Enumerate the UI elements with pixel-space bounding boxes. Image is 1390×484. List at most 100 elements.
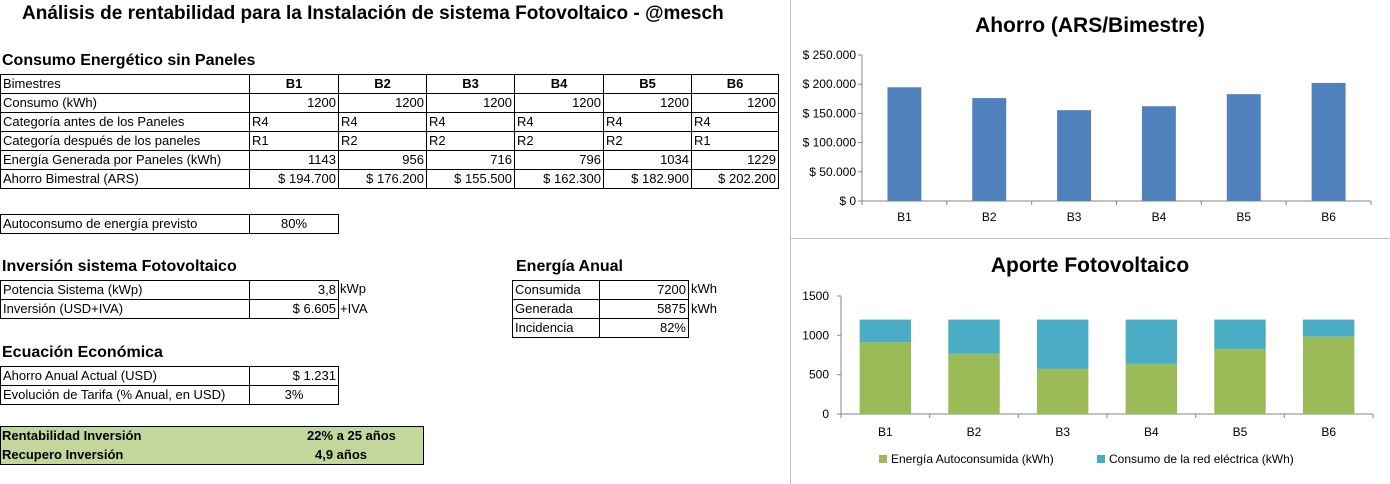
table-cell[interactable]: R4 xyxy=(691,112,779,132)
table-cell[interactable]: 3% xyxy=(249,385,339,405)
x-tick-label: B4 xyxy=(1152,210,1167,224)
bar-b2-series-1[interactable] xyxy=(948,353,1000,414)
column-header[interactable]: B3 xyxy=(426,74,515,94)
table-cell[interactable]: $ 1.231 xyxy=(249,366,339,386)
bar-b1-series-1[interactable] xyxy=(859,342,912,414)
table-cell[interactable]: 796 xyxy=(514,150,604,170)
table-cell[interactable]: 1200 xyxy=(514,93,604,113)
bar-b5[interactable] xyxy=(1226,94,1261,201)
table-cell[interactable]: 1200 xyxy=(249,93,339,113)
y-tick-label: 1500 xyxy=(802,289,829,303)
table-cell[interactable]: 5875 xyxy=(599,299,689,319)
page-title: Análisis de rentabilidad para la Instala… xyxy=(22,3,724,24)
header-label[interactable]: Bimestres xyxy=(0,74,250,94)
table-cell[interactable]: $ 202.200 xyxy=(691,169,779,189)
table-cell[interactable]: 1143 xyxy=(249,150,339,170)
table-cell[interactable]: 1200 xyxy=(691,93,779,113)
table-row: Ahorro Anual Actual (USD) $ 1.231 xyxy=(0,366,339,386)
table-cell[interactable]: R2 xyxy=(603,131,692,151)
bar-b5-series-1[interactable] xyxy=(1214,348,1266,414)
aporte-chart[interactable]: Aporte Fotovoltaico 0 500 1000 1500 B1 B2 B3 B4… xyxy=(791,239,1390,484)
table-cell[interactable]: $ 6.605 xyxy=(249,299,339,319)
table-cell[interactable]: R2 xyxy=(426,131,515,151)
rentabilidad-label[interactable]: Rentabilidad Inversión xyxy=(2,428,142,443)
row-label[interactable]: Potencia Sistema (kWp) xyxy=(0,280,250,300)
table-cell[interactable]: R4 xyxy=(249,112,339,132)
chart-divider xyxy=(791,238,1390,239)
row-label[interactable]: Categoría antes de los Paneles xyxy=(0,112,250,132)
bar-b2-series-2[interactable] xyxy=(948,319,1000,354)
table-cell[interactable]: R4 xyxy=(514,112,604,132)
row-label[interactable]: Generada xyxy=(512,299,600,319)
bar-b3-series-1[interactable] xyxy=(1036,368,1089,414)
table-cell[interactable]: R1 xyxy=(249,131,339,151)
unit-label: kWh xyxy=(691,281,717,296)
table-cell[interactable]: $ 162.300 xyxy=(514,169,604,189)
recupero-label[interactable]: Recupero Inversión xyxy=(2,447,124,462)
bar-b6-series-2[interactable] xyxy=(1302,319,1355,337)
x-tick-label: B2 xyxy=(982,210,997,224)
table-cell[interactable]: $ 182.900 xyxy=(603,169,692,189)
table-cell[interactable]: R4 xyxy=(603,112,692,132)
table-cell[interactable]: R4 xyxy=(426,112,515,132)
table-cell[interactable]: 716 xyxy=(426,150,515,170)
table-row: Inversión (USD+IVA) $ 6.605 xyxy=(0,299,339,319)
bar-b4-series-1[interactable] xyxy=(1125,363,1178,414)
column-header[interactable]: B6 xyxy=(691,74,779,94)
unit-label: kWp xyxy=(340,281,366,296)
bar-b2[interactable] xyxy=(972,98,1007,201)
consumo-heading: Consumo Energético sin Paneles xyxy=(2,52,256,69)
table-row: Consumida 7200 xyxy=(512,280,689,300)
row-label[interactable]: Evolución de Tarifa (% Anual, en USD) xyxy=(0,385,250,405)
row-label[interactable]: Categoría después de los paneles xyxy=(0,131,250,151)
row-label[interactable]: Consumida xyxy=(512,280,600,300)
bar-b1[interactable] xyxy=(887,87,922,201)
bar-b4[interactable] xyxy=(1141,106,1176,201)
row-label[interactable]: Inversión (USD+IVA) xyxy=(0,299,250,319)
recupero-value[interactable]: 4,9 años xyxy=(315,447,368,462)
y-tick-label: 0 xyxy=(822,407,829,421)
bar-b6[interactable] xyxy=(1311,82,1346,201)
column-header[interactable]: B1 xyxy=(249,74,339,94)
bar-b3[interactable] xyxy=(1057,110,1092,201)
bar-b6-series-1[interactable] xyxy=(1302,336,1355,414)
row-label[interactable]: Ahorro Anual Actual (USD) xyxy=(0,366,250,386)
table-cell[interactable]: 1034 xyxy=(603,150,692,170)
x-tick-label: B4 xyxy=(1144,425,1159,439)
bar-b4-series-2[interactable] xyxy=(1125,319,1178,364)
table-cell[interactable]: 82% xyxy=(599,318,689,338)
y-tick-label: 500 xyxy=(809,368,829,382)
row-label[interactable]: Incidencia xyxy=(512,318,600,338)
x-tick-label: B1 xyxy=(878,425,893,439)
table-cell[interactable]: $ 155.500 xyxy=(426,169,515,189)
table-cell[interactable]: R2 xyxy=(338,131,427,151)
table-cell[interactable]: R1 xyxy=(691,131,779,151)
bar-b3-series-2[interactable] xyxy=(1036,319,1089,369)
table-cell[interactable]: 1200 xyxy=(603,93,692,113)
column-header[interactable]: B5 xyxy=(603,74,692,94)
row-label[interactable]: Ahorro Bimestral (ARS) xyxy=(0,169,250,189)
table-cell[interactable]: $ 194.700 xyxy=(249,169,339,189)
table-cell[interactable]: 1200 xyxy=(426,93,515,113)
bar-b1-series-2[interactable] xyxy=(859,319,912,343)
ahorro-chart[interactable]: Ahorro (ARS/Bimestre) $ 0 $ 50.000 $ 100.0… xyxy=(791,0,1390,238)
consumo-header-row: Bimestres B1 B2 B3 B4 B5 B6 xyxy=(0,74,779,94)
table-cell[interactable]: R2 xyxy=(514,131,604,151)
rentabilidad-value[interactable]: 22% a 25 años xyxy=(307,428,396,443)
column-header[interactable]: B2 xyxy=(338,74,427,94)
x-tick-label: B1 xyxy=(897,210,912,224)
table-cell[interactable]: 956 xyxy=(338,150,427,170)
bar-b5-series-2[interactable] xyxy=(1214,319,1266,349)
table-cell[interactable]: $ 176.200 xyxy=(338,169,427,189)
table-cell[interactable]: 7200 xyxy=(599,280,689,300)
row-label[interactable]: Energía Generada por Paneles (kWh) xyxy=(0,150,250,170)
table-cell[interactable]: 3,8 xyxy=(249,280,339,300)
autoconsumo-label[interactable]: Autoconsumo de energía previsto xyxy=(0,214,250,234)
autoconsumo-value[interactable]: 80% xyxy=(249,214,339,234)
table-cell[interactable]: 1200 xyxy=(338,93,427,113)
table-cell[interactable]: R4 xyxy=(338,112,427,132)
column-header[interactable]: B4 xyxy=(514,74,604,94)
x-tick-label: B6 xyxy=(1321,210,1336,224)
table-cell[interactable]: 1229 xyxy=(691,150,779,170)
row-label[interactable]: Consumo (kWh) xyxy=(0,93,250,113)
